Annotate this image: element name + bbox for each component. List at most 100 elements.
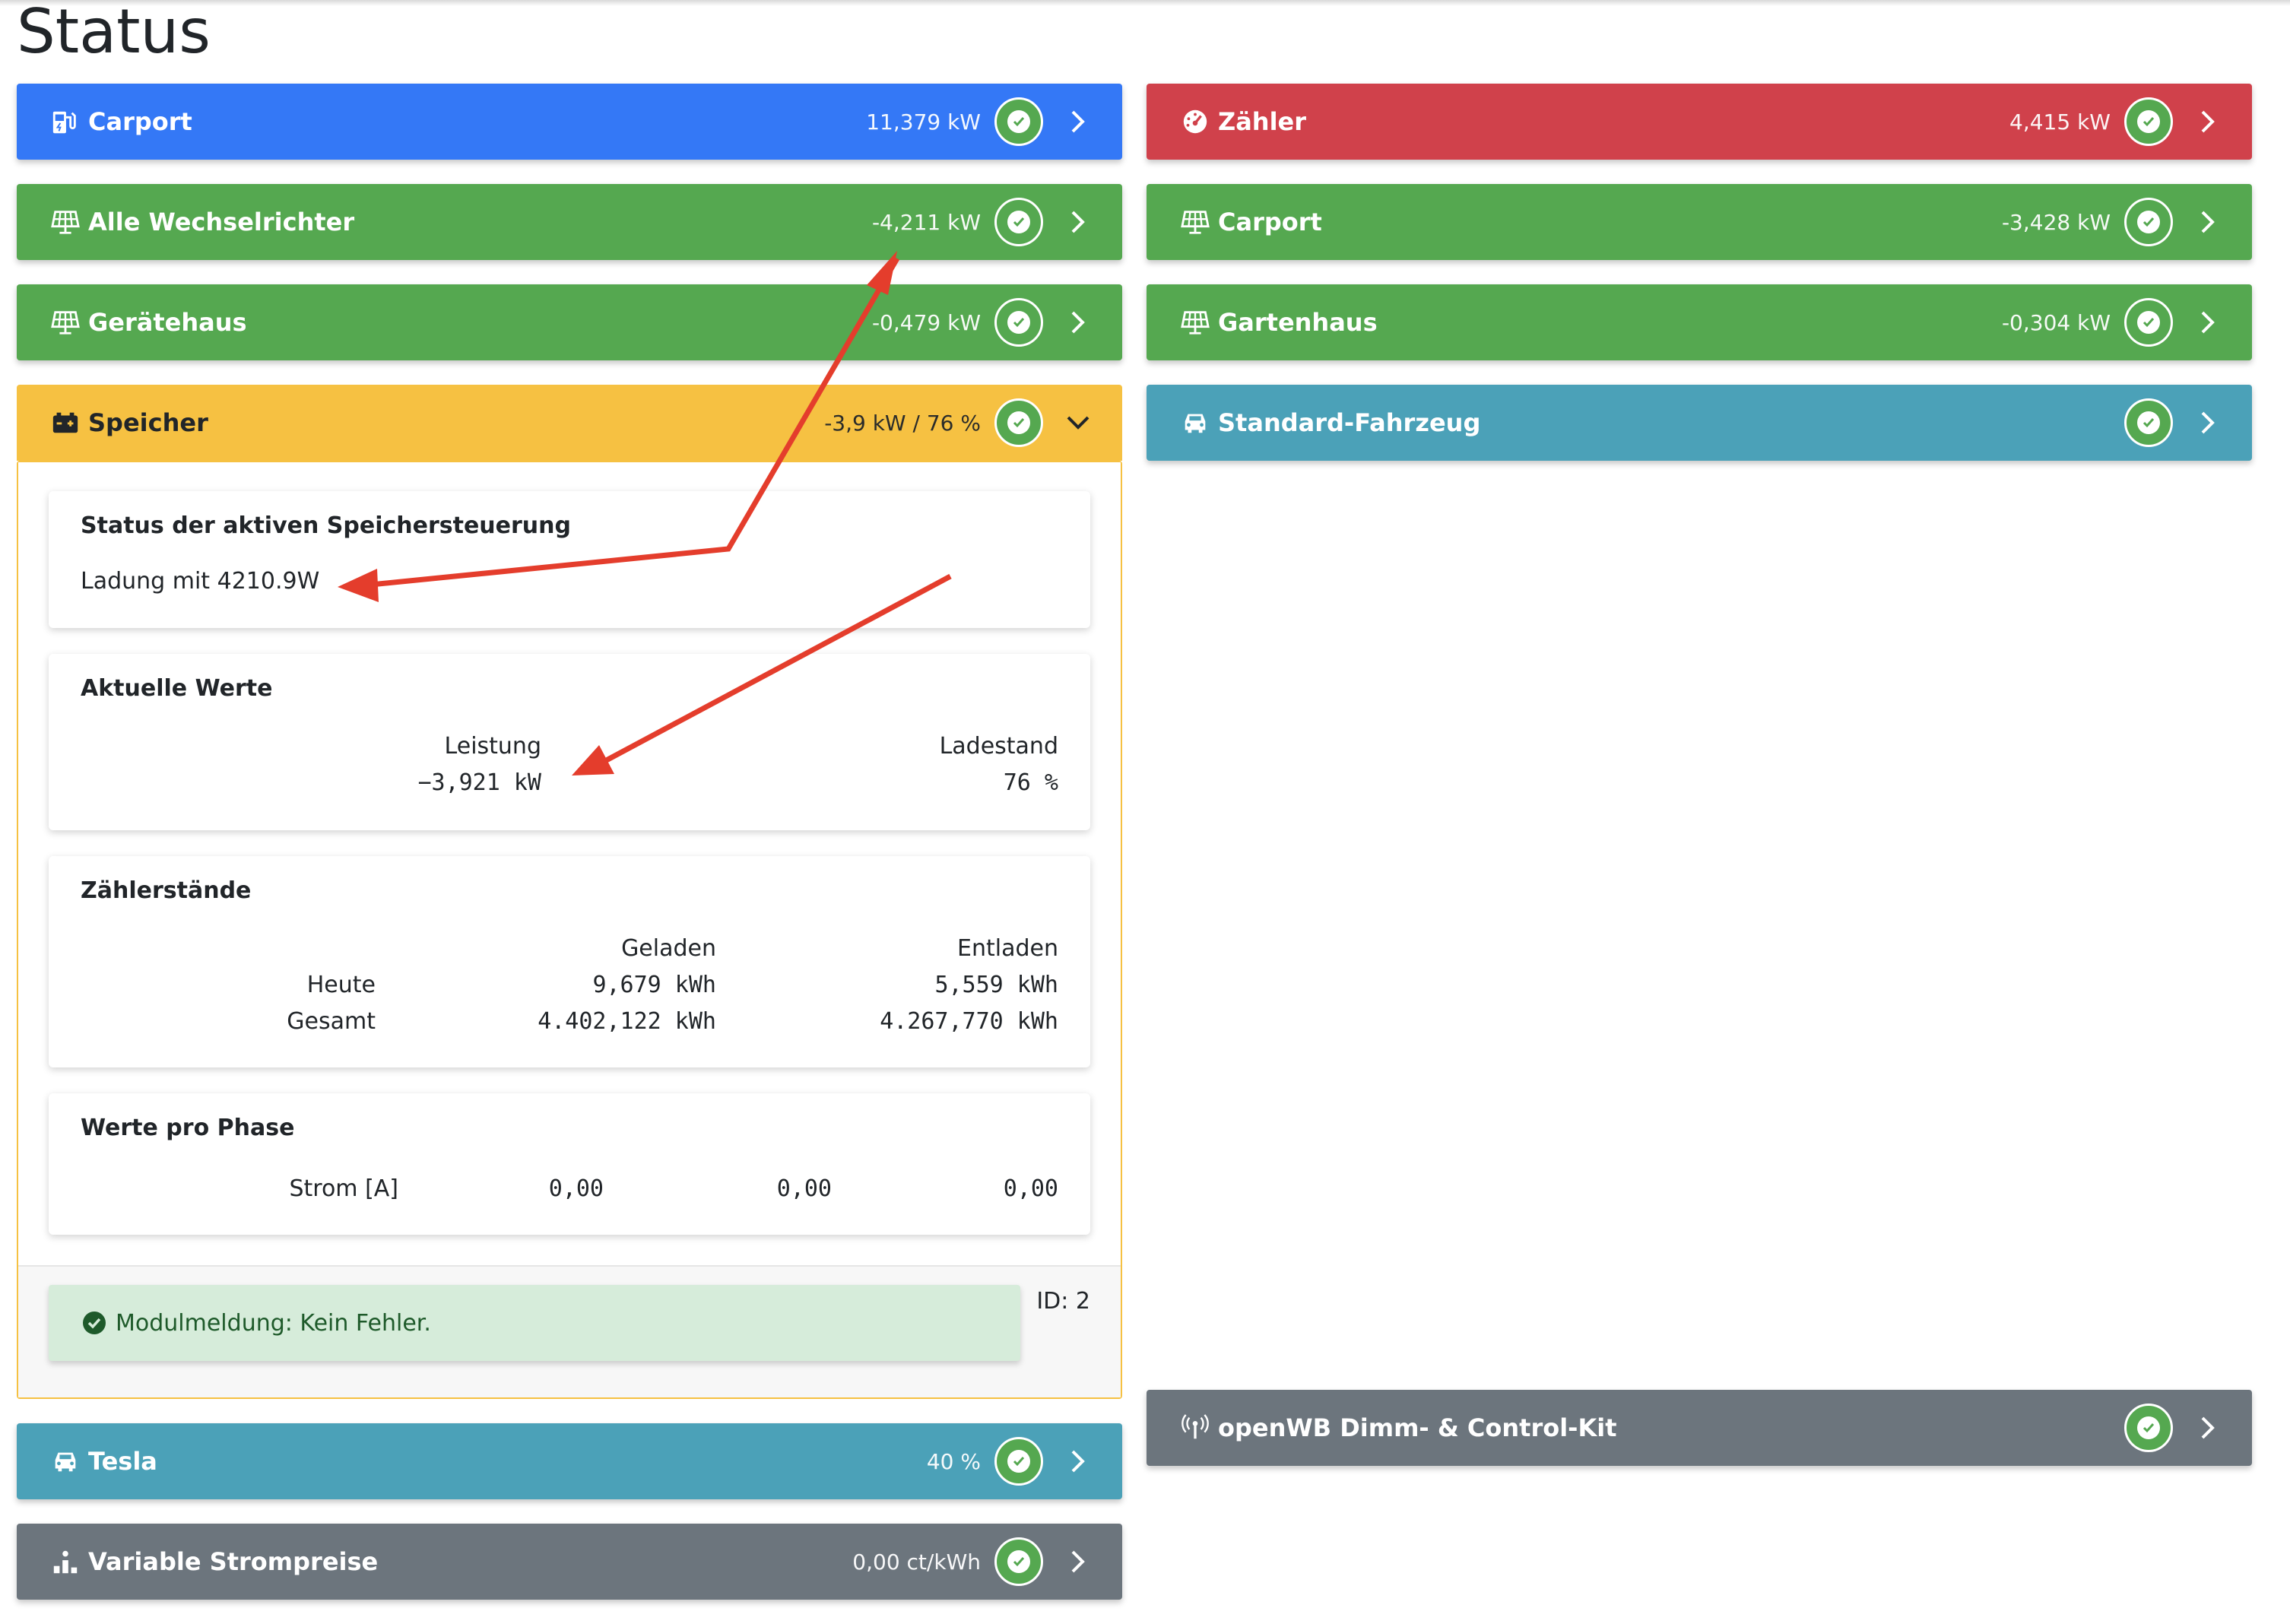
solar-panel-icon <box>1180 307 1210 338</box>
col-geladen: Geladen <box>621 935 716 962</box>
card-title: Zählerstände <box>81 877 252 904</box>
row-geladen: 4.402,122 kWh <box>538 1008 716 1035</box>
bar-label: Alle Wechselrichter <box>88 208 355 236</box>
status-ok-icon <box>994 97 1043 146</box>
solar-panel-icon <box>50 207 81 237</box>
chevron-right-icon[interactable] <box>1063 1446 1093 1477</box>
bar-label: Gartenhaus <box>1218 308 1378 337</box>
werte-pro-phase-card: Werte pro Phase Strom [A] 0,00 0,00 0,00 <box>49 1093 1090 1235</box>
left-column: Carport 11,379 kW Alle Wechselrichter -4… <box>17 84 1122 1624</box>
bar-value: 4,415 kW <box>2009 109 2111 135</box>
chevron-right-icon[interactable] <box>1063 307 1093 338</box>
right-bottom-column: openWB Dimm- & Control-Kit <box>1147 1390 2252 1490</box>
status-ok-icon <box>2124 298 2173 347</box>
bar-value: -0,479 kW <box>871 309 981 335</box>
leistung-value: −3,921 kW <box>417 769 541 796</box>
bar-openwb-dimm[interactable]: openWB Dimm- & Control-Kit <box>1147 1390 2252 1466</box>
chevron-right-icon[interactable] <box>1063 106 1093 137</box>
chevron-right-icon[interactable] <box>2193 207 2223 237</box>
status-ok-icon <box>994 398 1043 447</box>
leistung-label: Leistung <box>444 733 541 760</box>
bar-value: -0,304 kW <box>2001 309 2111 335</box>
chevron-right-icon[interactable] <box>2193 408 2223 438</box>
bar-label: Carport <box>88 107 192 136</box>
speicher-panel: Status der aktiven Speichersteuerung Lad… <box>17 461 1122 1399</box>
solar-panel-icon <box>1180 207 1210 237</box>
bar-variable-strompreise[interactable]: Variable Strompreise 0,00 ct/kWh <box>17 1524 1122 1600</box>
card-title: Werte pro Phase <box>81 1115 295 1141</box>
strom-label: Strom [A] <box>289 1175 398 1202</box>
bar-zaehler[interactable]: Zähler 4,415 kW <box>1147 84 2252 160</box>
status-ok-icon <box>994 1537 1043 1586</box>
module-message: Modulmeldung: Kein Fehler. <box>49 1285 1020 1361</box>
status-card: Status der aktiven Speichersteuerung Lad… <box>49 491 1090 628</box>
row-label: Gesamt <box>287 1008 376 1035</box>
bar-value: -4,211 kW <box>871 209 981 235</box>
price-chart-icon <box>50 1546 81 1577</box>
bar-value: -3,9 kW / 76 % <box>824 410 981 436</box>
col-entladen: Entladen <box>957 935 1058 962</box>
bar-gartenhaus[interactable]: Gartenhaus -0,304 kW <box>1147 284 2252 360</box>
bar-alle-wechselrichter[interactable]: Alle Wechselrichter -4,211 kW <box>17 184 1122 260</box>
bar-carport-meter[interactable]: Carport 11,379 kW <box>17 84 1122 160</box>
check-circle-icon <box>82 1311 106 1335</box>
bar-label: Zähler <box>1218 107 1307 136</box>
status-ok-icon <box>994 198 1043 246</box>
row-label: Heute <box>306 972 376 998</box>
chevron-right-icon[interactable] <box>2193 106 2223 137</box>
bar-label: Carport <box>1218 208 1322 236</box>
bar-value: 40 % <box>926 1448 981 1474</box>
bar-speicher[interactable]: Speicher -3,9 kW / 76 % <box>17 385 1122 461</box>
status-ok-icon <box>2124 398 2173 447</box>
bar-carport-pv[interactable]: Carport -3,428 kW <box>1147 184 2252 260</box>
zaehlerstaende-card: Zählerstände Geladen Entladen Heute 9,67… <box>49 856 1090 1067</box>
gauge-icon <box>1180 106 1210 137</box>
bar-standard-fahrzeug[interactable]: Standard-Fahrzeug <box>1147 385 2252 461</box>
card-title: Aktuelle Werte <box>81 675 273 702</box>
page-title: Status <box>17 0 211 67</box>
phase-value-l2: 0,00 <box>776 1175 832 1202</box>
bar-label: Tesla <box>88 1447 157 1476</box>
solar-panel-icon <box>50 307 81 338</box>
status-ok-icon <box>2124 198 2173 246</box>
bar-label: Variable Strompreise <box>88 1547 379 1576</box>
status-ok-icon <box>2124 1404 2173 1452</box>
chevron-right-icon[interactable] <box>2193 307 2223 338</box>
module-id: ID: 2 <box>1036 1288 1090 1315</box>
car-icon <box>50 1446 81 1477</box>
charging-station-icon <box>50 106 81 137</box>
chevron-right-icon[interactable] <box>2193 1413 2223 1443</box>
phase-value-l3: 0,00 <box>1003 1175 1058 1202</box>
bar-value: 0,00 ct/kWh <box>852 1549 981 1575</box>
status-text: Ladung mit 4210.9W <box>81 568 320 595</box>
phase-value-l1: 0,00 <box>548 1175 604 1202</box>
panel-footer: Modulmeldung: Kein Fehler. ID: 2 <box>18 1265 1121 1397</box>
row-geladen: 9,679 kWh <box>592 972 716 998</box>
top-shadow <box>0 0 2290 6</box>
chevron-right-icon[interactable] <box>1063 207 1093 237</box>
ladestand-label: Ladestand <box>939 733 1058 760</box>
row-entladen: 5,559 kWh <box>934 972 1058 998</box>
row-entladen: 4.267,770 kWh <box>880 1008 1058 1035</box>
battery-icon <box>50 408 81 438</box>
status-ok-icon <box>2124 97 2173 146</box>
module-message-text: Modulmeldung: Kein Fehler. <box>116 1309 431 1337</box>
car-icon <box>1180 408 1210 438</box>
right-column: Zähler 4,415 kW Carport -3,428 kW Garten… <box>1147 84 2252 485</box>
bar-label: openWB Dimm- & Control-Kit <box>1218 1413 1617 1442</box>
bar-value: 11,379 kW <box>866 109 981 135</box>
bar-label: Gerätehaus <box>88 308 247 337</box>
chevron-down-icon[interactable] <box>1063 408 1093 438</box>
bar-geraetehaus[interactable]: Gerätehaus -0,479 kW <box>17 284 1122 360</box>
aktuelle-werte-card: Aktuelle Werte Leistung −3,921 kW Ladest… <box>49 654 1090 830</box>
ladestand-value: 76 % <box>1003 769 1058 796</box>
status-ok-icon <box>994 298 1043 347</box>
bar-tesla[interactable]: Tesla 40 % <box>17 1423 1122 1499</box>
card-title: Status der aktiven Speichersteuerung <box>81 512 571 539</box>
status-ok-icon <box>994 1437 1043 1486</box>
bar-label: Speicher <box>88 408 208 437</box>
antenna-icon <box>1180 1413 1210 1443</box>
bar-label: Standard-Fahrzeug <box>1218 408 1481 437</box>
chevron-right-icon[interactable] <box>1063 1546 1093 1577</box>
bar-value: -3,428 kW <box>2001 209 2111 235</box>
